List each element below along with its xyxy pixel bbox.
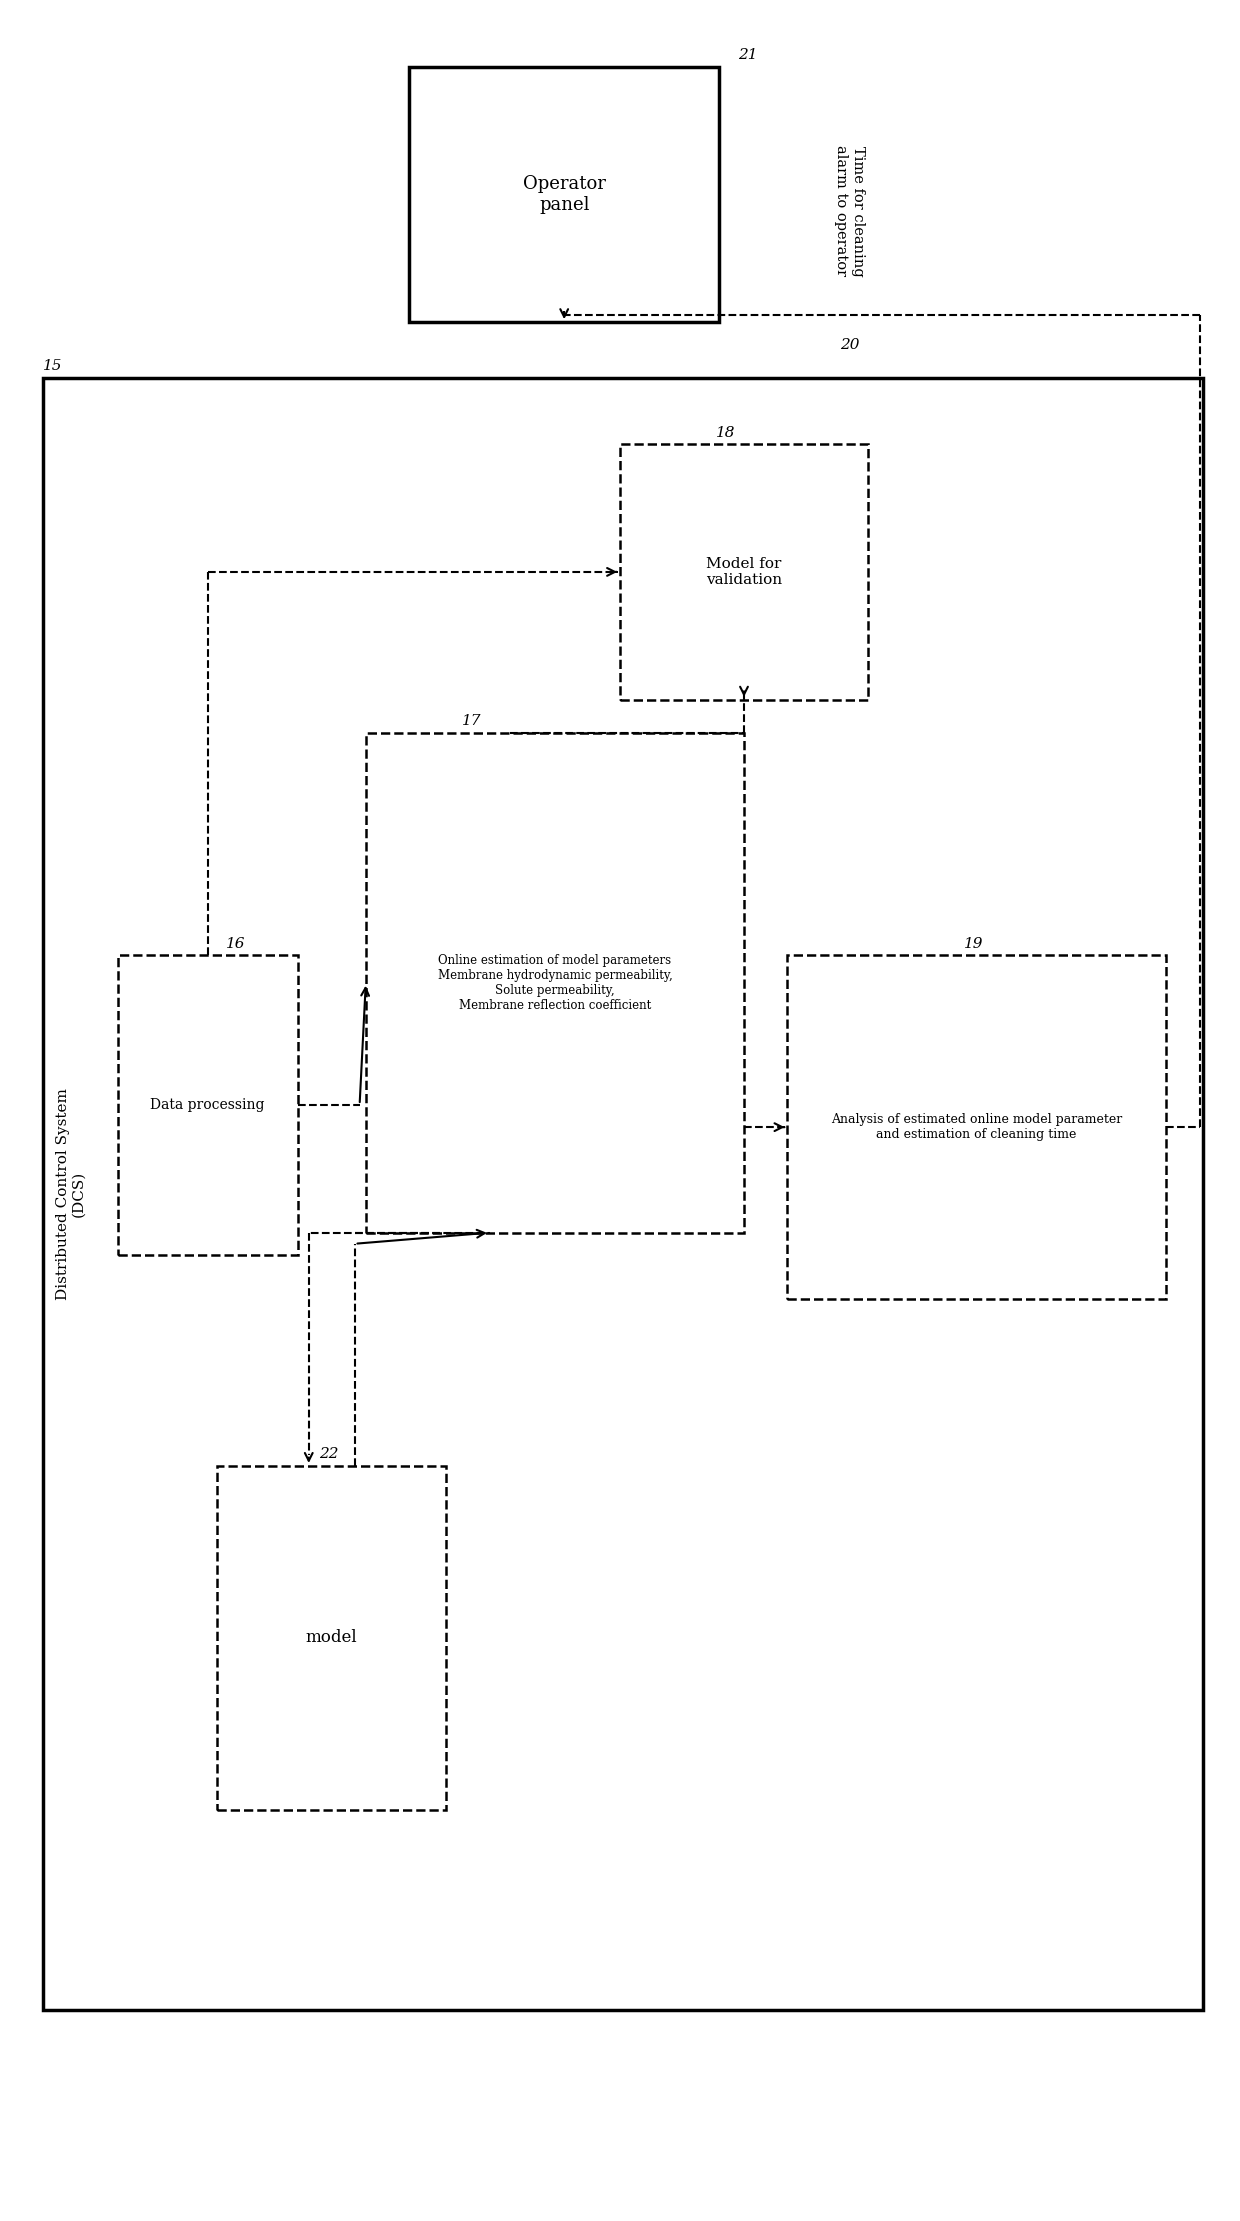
- Bar: [43, 378, 1203, 2010]
- Text: 22: 22: [319, 1448, 339, 1461]
- Text: Online estimation of model parameters
Membrane hydrodynamic permeability,
Solute: Online estimation of model parameters Me…: [438, 953, 672, 1013]
- Text: Operator
panel: Operator panel: [523, 175, 605, 213]
- Text: 20: 20: [839, 338, 859, 351]
- Text: 18: 18: [715, 426, 735, 440]
- Bar: [118, 955, 298, 1255]
- Text: model: model: [306, 1630, 357, 1646]
- Text: 21: 21: [738, 49, 758, 62]
- Bar: [409, 67, 719, 322]
- Text: 15: 15: [43, 360, 63, 373]
- Bar: [366, 733, 744, 1233]
- Bar: [217, 1466, 446, 1810]
- Text: Analysis of estimated online model parameter
and estimation of cleaning time: Analysis of estimated online model param…: [831, 1113, 1122, 1142]
- Text: 17: 17: [461, 715, 481, 728]
- Bar: [620, 444, 868, 700]
- Text: Model for
validation: Model for validation: [706, 557, 782, 586]
- Text: 16: 16: [226, 937, 246, 951]
- Text: 19: 19: [963, 937, 983, 951]
- Bar: [787, 955, 1166, 1299]
- Text: Time for cleaning
alarm to operator: Time for cleaning alarm to operator: [835, 144, 864, 278]
- Text: Data processing: Data processing: [150, 1097, 265, 1113]
- Text: Distributed Control System
(DCS): Distributed Control System (DCS): [56, 1088, 86, 1299]
